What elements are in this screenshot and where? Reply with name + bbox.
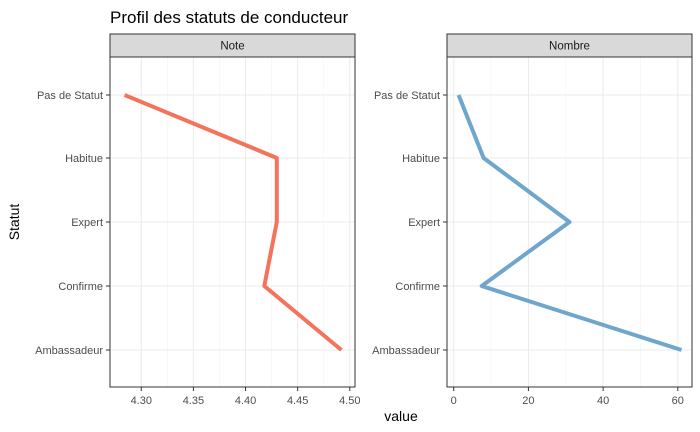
x-tick-label: 4.35: [183, 395, 204, 407]
x-tick-label: 60: [672, 395, 684, 407]
panel-note: Note 4.30 4.35 4.40 4.45 4.50 Ambassadeur Confi…: [35, 33, 360, 407]
chart-title: Profil des statuts de conducteur: [110, 8, 348, 27]
x-tick-label: 4.50: [339, 395, 360, 407]
y-tick-label: Pas de Statut: [37, 90, 103, 102]
y-tick-label: Confirme: [58, 281, 103, 293]
panels: Note 4.30 4.35 4.40 4.45 4.50 Ambassadeur Confi…: [35, 33, 693, 407]
x-tick-label: 0: [451, 395, 457, 407]
y-tick-label: Ambassadeur: [35, 345, 103, 357]
facet-strip: [446, 33, 693, 58]
y-tick-label: Confirme: [395, 281, 440, 293]
y-tick-label: Expert: [71, 217, 103, 229]
y-tick-label: Expert: [408, 217, 440, 229]
x-axis-title: value: [384, 408, 418, 424]
panel-nombre: Nombre 0 20 40 60 Ambassadeur Confirme Expert Ha…: [372, 33, 693, 407]
series-line-note: [123, 93, 343, 352]
y-axis-title: Statut: [6, 204, 22, 241]
x-tick-label: 4.40: [235, 395, 256, 407]
y-tick-label: Ambassadeur: [372, 345, 440, 357]
y-tick-label: Pas de Statut: [374, 90, 440, 102]
x-tick-label: 4.30: [131, 395, 152, 407]
x-tick-label: 20: [522, 395, 534, 407]
x-tick-label: 4.45: [287, 395, 308, 407]
facet-strip: [109, 33, 356, 58]
y-tick-label: Habitue: [402, 153, 440, 165]
series-line-nombre: [456, 94, 683, 352]
y-tick-label: Habitue: [65, 153, 103, 165]
facet-strip-label: Nombre: [549, 41, 590, 53]
facet-strip-label: Note: [220, 41, 244, 53]
x-tick-label: 40: [597, 395, 609, 407]
